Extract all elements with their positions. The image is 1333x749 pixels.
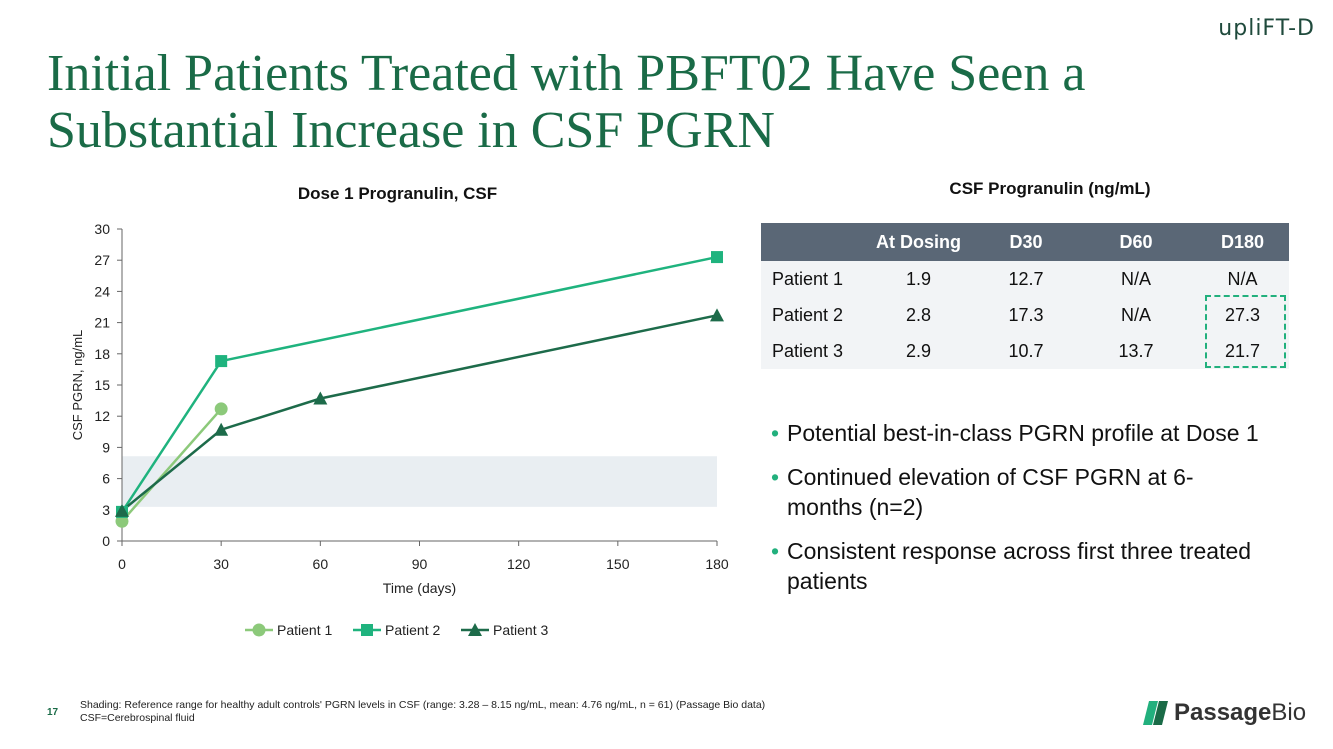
table-cell: 1.9 <box>861 261 976 297</box>
table-cell: N/A <box>1076 261 1196 297</box>
x-axis-label: Time (days) <box>383 580 456 596</box>
y-tick-label: 3 <box>102 502 110 518</box>
d180-highlight-box <box>1205 295 1286 368</box>
table-cell: 12.7 <box>976 261 1076 297</box>
chart-title: Dose 1 Progranulin, CSF <box>297 184 498 203</box>
footnote: Shading: Reference range for healthy adu… <box>80 699 765 725</box>
table-cell: N/A <box>1076 297 1196 333</box>
logo-text: PassageBio <box>1174 699 1306 727</box>
table-header-cell: D180 <box>1196 223 1289 261</box>
table-header-cell: At Dosing <box>861 223 976 261</box>
y-tick-label: 24 <box>94 283 110 299</box>
table-cell: N/A <box>1196 261 1289 297</box>
bullet-item: • Potential best-in-class PGRN profile at… <box>771 418 1311 448</box>
data-point <box>711 251 723 264</box>
y-tick-label: 15 <box>94 377 110 393</box>
brand-logo-uplift-d: upliFT-D <box>1218 16 1315 41</box>
table-header-cell: D30 <box>976 223 1076 261</box>
bullet-text: Consistent response across first three t… <box>787 538 1252 594</box>
table-row: Patient 2 2.8 17.3 N/A 27.3 <box>761 297 1289 333</box>
series-line <box>121 408 223 523</box>
page-number: 17 <box>47 707 59 718</box>
y-tick-label: 18 <box>94 346 110 362</box>
pgrn-table: At Dosing D30 D60 D180 Patient 1 1.9 12.… <box>761 223 1289 369</box>
data-point <box>313 391 328 405</box>
y-tick-label: 6 <box>102 471 110 487</box>
y-tick-label: 30 <box>94 221 110 237</box>
x-tick-label: 0 <box>118 556 126 572</box>
passage-bio-mark-icon <box>1143 701 1168 725</box>
table-cell: Patient 2 <box>761 297 861 333</box>
legend-label: Patient 3 <box>493 622 548 638</box>
y-tick-label: 9 <box>102 439 110 455</box>
logo-text-bio: Bio <box>1271 699 1307 726</box>
bullet-dot-icon: • <box>771 538 780 564</box>
data-point <box>214 422 229 436</box>
data-point <box>214 402 228 416</box>
x-tick-label: 120 <box>507 556 531 572</box>
table-cell: 2.8 <box>861 297 976 333</box>
y-tick-label: 12 <box>94 408 110 424</box>
table-header-cell <box>761 223 861 261</box>
x-tick-label: 60 <box>313 556 329 572</box>
passage-bio-logo: PassageBio <box>1140 697 1306 729</box>
bullet-dot-icon: • <box>771 420 780 446</box>
table-cell: 13.7 <box>1076 333 1196 369</box>
y-tick-label: 21 <box>94 315 110 331</box>
table-cell: 2.9 <box>861 333 976 369</box>
line-chart: 0 3 6 9 12 15 18 21 24 27 30 0 30 60 90 120 150 180 Time (… <box>70 221 729 638</box>
footnote-csf: CSF=Cerebrospinal fluid <box>80 712 195 724</box>
table-header-cell: D60 <box>1076 223 1196 261</box>
data-point <box>361 624 373 636</box>
y-tick-label: 0 <box>102 533 110 549</box>
table-row: Patient 1 1.9 12.7 N/A N/A <box>761 261 1289 297</box>
x-tick-label: 90 <box>412 556 428 572</box>
reference-range-band <box>122 456 717 507</box>
table-row: Patient 3 2.9 10.7 13.7 21.7 <box>761 333 1289 369</box>
bullet-list: • Potential best-in-class PGRN profile at… <box>771 418 1311 610</box>
x-tick-label: 30 <box>213 556 229 572</box>
x-tick-label: 150 <box>606 556 630 572</box>
legend-label: Patient 2 <box>385 622 440 638</box>
series-line <box>121 314 718 512</box>
table-cell: 27.3 <box>1196 297 1289 333</box>
x-tick-label: 180 <box>705 556 729 572</box>
y-tick-label: 27 <box>94 252 110 268</box>
data-point <box>468 623 482 636</box>
table-cell: Patient 1 <box>761 261 861 297</box>
data-point <box>710 308 724 322</box>
table-cell: Patient 3 <box>761 333 861 369</box>
y-axis-label: CSF PGRN, ng/mL <box>70 330 85 441</box>
legend-label: Patient 1 <box>277 622 332 638</box>
footnote-shading: Shading: Reference range for healthy adu… <box>80 699 766 711</box>
data-point <box>115 503 129 517</box>
table-title: CSF Progranulin (ng/mL) <box>949 179 1151 198</box>
table-header-row: At Dosing D30 D60 D180 <box>761 223 1289 261</box>
bullet-dot-icon: • <box>771 464 780 490</box>
data-point <box>115 514 129 528</box>
table-cell: 17.3 <box>976 297 1076 333</box>
bullet-text: Continued elevation of CSF PGRN at 6-mon… <box>787 464 1194 520</box>
bullet-text: Potential best-in-class PGRN profile at … <box>787 420 1259 446</box>
data-point <box>252 623 266 637</box>
page-title: Initial Patients Treated with PBFT02 Hav… <box>47 45 1086 159</box>
table-cell: 10.7 <box>976 333 1076 369</box>
data-point <box>215 355 228 368</box>
logo-text-passage: Passage <box>1174 699 1272 726</box>
table-cell: 21.7 <box>1196 333 1289 369</box>
bullet-item: • Continued elevation of CSF PGRN at 6-mo… <box>771 462 1207 522</box>
bullet-item: • Consistent response across first three … <box>771 536 1311 596</box>
